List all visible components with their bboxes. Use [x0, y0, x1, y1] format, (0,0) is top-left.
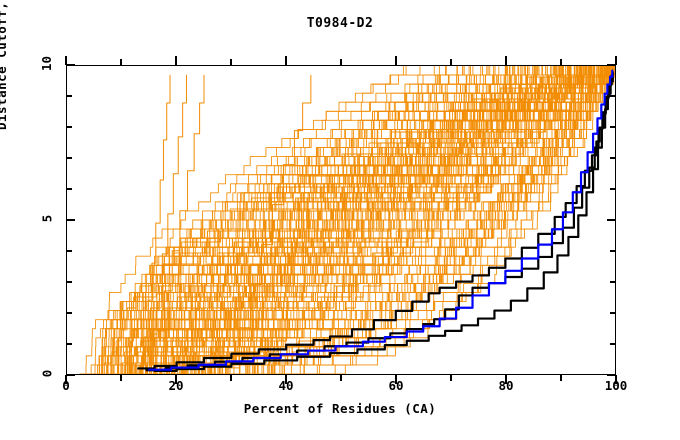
x-tick	[450, 375, 452, 381]
y-tick-right	[610, 281, 616, 283]
y-axis-label: Distance Cutoff, A	[0, 0, 9, 130]
x-tick-top	[285, 56, 287, 65]
x-tick-label: 20	[168, 378, 184, 393]
y-tick	[66, 64, 75, 66]
x-tick-top	[65, 56, 67, 65]
ensemble-curves	[79, 66, 615, 374]
y-tick-right	[610, 95, 616, 97]
y-tick	[66, 95, 72, 97]
y-tick-label-text: 0	[39, 369, 55, 378]
y-tick-right	[610, 312, 616, 314]
y-tick	[66, 188, 72, 190]
y-tick	[66, 219, 75, 221]
x-tick-top	[560, 59, 562, 65]
y-tick	[66, 281, 72, 283]
x-tick	[230, 375, 232, 381]
y-tick-right	[607, 219, 616, 221]
y-tick-right	[610, 343, 616, 345]
y-tick-label-text: 5	[39, 214, 55, 223]
x-tick	[175, 375, 177, 384]
y-tick	[66, 250, 72, 252]
x-tick	[120, 375, 122, 381]
x-tick	[340, 375, 342, 381]
x-tick	[560, 375, 562, 381]
x-tick-label: 100	[604, 378, 628, 393]
x-axis-label: Percent of Residues (CA)	[243, 401, 437, 416]
x-tick-top	[120, 59, 122, 65]
x-tick	[395, 375, 397, 384]
x-tick	[615, 375, 617, 384]
y-tick-right	[610, 126, 616, 128]
y-tick	[66, 374, 75, 376]
x-tick-top	[450, 59, 452, 65]
y-tick-label: 10	[36, 56, 58, 71]
page-title: T0984-D2	[306, 16, 374, 31]
y-tick-right	[610, 157, 616, 159]
y-tick	[66, 343, 72, 345]
x-tick-label: 80	[498, 378, 514, 393]
outlier-curves	[140, 74, 312, 369]
plot-area	[66, 65, 616, 375]
x-tick-top	[395, 56, 397, 65]
x-tick-top	[505, 56, 507, 65]
x-tick-top	[340, 59, 342, 65]
y-tick-right	[610, 250, 616, 252]
y-tick-label-text: 10	[39, 55, 55, 72]
y-tick	[66, 312, 72, 314]
y-tick-right	[607, 374, 616, 376]
x-tick-label: 0	[62, 378, 70, 393]
y-tick	[66, 126, 72, 128]
y-tick-label: 5	[36, 211, 58, 226]
x-tick-label: 60	[388, 378, 404, 393]
x-tick-label: 40	[278, 378, 294, 393]
x-tick-top	[615, 56, 617, 65]
highlight-curves	[137, 69, 614, 373]
x-tick	[505, 375, 507, 384]
x-tick-top	[230, 59, 232, 65]
x-tick	[65, 375, 67, 384]
y-tick-right	[610, 188, 616, 190]
x-tick-top	[175, 56, 177, 65]
y-tick	[66, 157, 72, 159]
x-tick	[285, 375, 287, 384]
y-tick-right	[607, 64, 616, 66]
curves-canvas	[79, 66, 615, 374]
